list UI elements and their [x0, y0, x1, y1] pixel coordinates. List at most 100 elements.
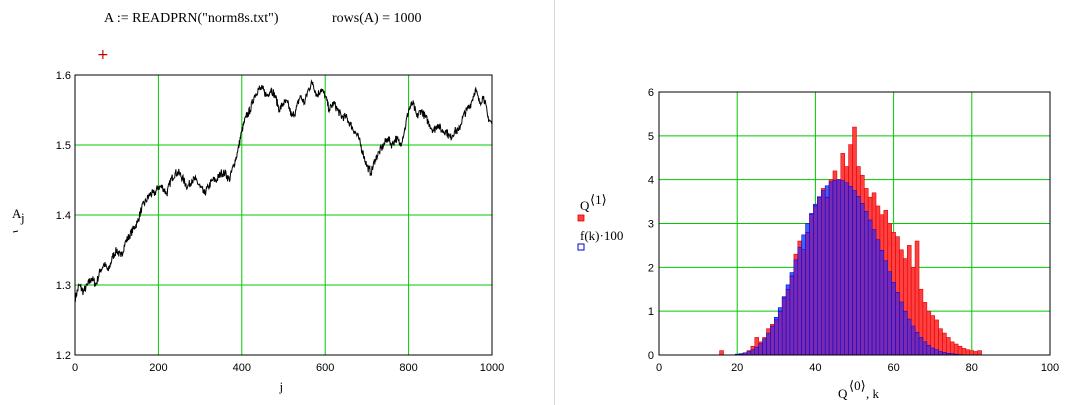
y-tick-label: 1.5 — [56, 140, 71, 152]
x-tick-label: 200 — [149, 362, 167, 374]
bar-overlap — [774, 319, 779, 356]
bar-overlap — [903, 310, 908, 356]
bar-overlap — [778, 310, 783, 356]
bar-overlap — [871, 229, 877, 356]
bar-overlap — [930, 347, 935, 356]
bar-overlap — [746, 351, 752, 356]
legend-q-label: Q — [580, 198, 590, 213]
bar-overlap — [801, 249, 806, 356]
bar-q — [957, 345, 963, 356]
bar-overlap — [754, 346, 759, 356]
bar-overlap — [856, 196, 861, 356]
bar-overlap — [781, 297, 787, 356]
y-tick-label: 2 — [648, 262, 654, 274]
x-tick-label: 0 — [72, 362, 78, 374]
bar-overlap — [934, 349, 939, 356]
bar-overlap — [809, 214, 814, 356]
bar-overlap — [844, 182, 849, 356]
bar-q — [953, 343, 959, 356]
bar-overlap — [867, 219, 873, 356]
x-tick-label: 400 — [233, 362, 251, 374]
bar-overlap — [860, 203, 865, 356]
x-axis-label: j — [279, 379, 284, 394]
bar-f — [801, 234, 806, 251]
bar-overlap — [789, 275, 795, 356]
y-tick-label: 1.2 — [56, 350, 71, 362]
trace-style-mark — [12, 230, 19, 233]
legend-q-superscript: ⟨1⟩ — [590, 192, 607, 207]
insertion-crosshair-icon: + — [97, 47, 109, 63]
x-tick-label: 80 — [966, 362, 978, 374]
bar-overlap — [762, 338, 767, 356]
series-line — [74, 79, 493, 302]
y-axis-label-subscript: j — [20, 210, 25, 225]
x-tick-label: 60 — [887, 362, 899, 374]
bar-overlap — [899, 301, 904, 356]
bar-overlap — [824, 196, 830, 356]
bar-overlap — [891, 281, 896, 356]
bar-overlap — [918, 337, 924, 356]
bar-overlap — [938, 351, 943, 356]
page-divider — [554, 0, 555, 405]
y-tick-label: 6 — [648, 87, 654, 99]
bar-overlap — [813, 205, 818, 356]
bar-overlap — [817, 196, 822, 356]
legend-f-label: f(k)·100 — [580, 228, 623, 243]
bar-overlap — [879, 249, 885, 356]
plot-frame — [74, 74, 493, 356]
x-tick-label: 20 — [731, 362, 743, 374]
readprn-formula[interactable]: A := READPRN("norm8s.txt") — [104, 11, 279, 26]
overlap-bars — [738, 179, 963, 356]
bar-overlap — [758, 343, 763, 356]
bar-q — [973, 351, 978, 356]
plot-frame — [658, 91, 1051, 356]
y-tick-label: 1.6 — [56, 70, 71, 82]
bar-f — [813, 203, 818, 207]
bar-overlap — [914, 331, 920, 356]
bar-overlap — [907, 318, 912, 356]
bar-overlap — [910, 325, 916, 356]
bar-overlap — [926, 345, 931, 356]
y-tick-label: 3 — [648, 219, 654, 231]
bar-overlap — [805, 232, 810, 356]
bar-overlap — [821, 190, 826, 356]
bar-q — [938, 328, 943, 356]
bar-q — [961, 348, 967, 356]
bar-q — [969, 350, 975, 356]
bar-q — [719, 350, 724, 356]
bar-overlap — [785, 289, 791, 356]
x-tick-label: 1000 — [480, 362, 504, 374]
x-tick-label: 100 — [1041, 362, 1059, 374]
bar-overlap — [840, 180, 845, 356]
bar-q — [977, 350, 982, 356]
bar-overlap — [852, 190, 857, 356]
y-tick-label: 5 — [648, 131, 654, 143]
bar-f — [785, 284, 791, 290]
bar-overlap — [864, 210, 869, 356]
bar-overlap — [766, 332, 771, 356]
bar-q — [949, 341, 955, 356]
bar-q — [942, 332, 947, 356]
bar-f — [824, 185, 830, 198]
bar-overlap — [828, 181, 834, 356]
y-tick-label: 1.3 — [56, 280, 71, 292]
bar-f — [777, 307, 783, 312]
x-tick-label: 40 — [809, 362, 821, 374]
x-tick-label: 800 — [399, 362, 417, 374]
bar-f — [774, 317, 779, 321]
y-tick-label: 0 — [648, 350, 654, 362]
x-tick-label: 600 — [316, 362, 334, 374]
legend-f-swatch — [577, 243, 585, 251]
bar-f — [789, 272, 795, 277]
bar-overlap — [750, 349, 756, 356]
bar-overlap — [836, 179, 842, 356]
bar-overlap — [883, 260, 888, 356]
bar-overlap — [875, 239, 881, 356]
x-axis-label-superscript: ⟨0⟩ — [849, 378, 866, 393]
bar-f — [805, 223, 810, 233]
bar-q — [965, 349, 971, 356]
y-tick-label: 1 — [648, 306, 654, 318]
rows-formula[interactable]: rows(A) = 1000 — [332, 11, 422, 26]
